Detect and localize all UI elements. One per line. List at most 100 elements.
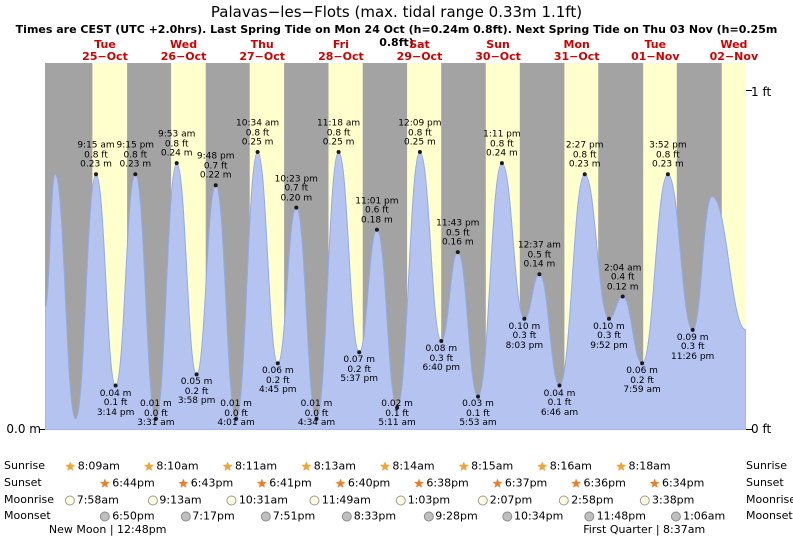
tide-high-marker: 3:52 pm 0.8 ft 0.23 m (649, 140, 687, 171)
moonset-icon (180, 511, 191, 521)
sunset-star-icon: ★ (256, 476, 268, 490)
day-weekday: Tue (644, 38, 667, 51)
marker-time: 9:15 pm (116, 140, 155, 151)
day-label: Wed 26−Oct (161, 39, 207, 62)
tide-extreme-dot (374, 227, 379, 232)
tide-extreme-dot (522, 316, 527, 321)
marker-ft: 0.8 ft (490, 139, 514, 150)
marker-m: 0.03 m (462, 399, 494, 409)
tide-high-marker: 11:18 am 0.8 ft 0.25 m (317, 119, 360, 149)
marker-m: 0.09 m (676, 332, 709, 343)
marker-m: 0.24 m (160, 148, 193, 159)
sunset-row-label-left: Sunset (4, 476, 42, 489)
marker-time: 10:34 am (236, 118, 280, 129)
sunrise-row-label-left: Sunrise (4, 459, 46, 472)
tide-low-marker: 0.01 m 0.0 ft 3:31 am (137, 399, 174, 429)
marker-ft: 0.2 ft (630, 375, 654, 386)
tide-extreme-dot (336, 150, 341, 154)
tide-high-marker: 2:27 pm 0.8 ft 0.23 m (566, 141, 604, 171)
sunset-star-icon: ★ (649, 476, 660, 490)
day-weekday: Sun (486, 38, 510, 51)
day-label: Fri 28−Oct (318, 39, 364, 62)
sunrise-star-icon: ★ (301, 459, 312, 473)
marker-ft: 0.1 ft (103, 398, 128, 408)
tide-extreme-dot (620, 294, 625, 299)
day-label: Wed 02−Nov (710, 39, 758, 62)
day-date: 02−Nov (709, 49, 759, 63)
moonrise-icon (147, 495, 158, 505)
tide-high-marker: 11:01 pm 0.6 ft 0.18 m (355, 197, 398, 226)
tide-extreme-dot (113, 383, 118, 388)
sunrise-entry: ★ 8:11am (222, 460, 277, 473)
marker-ft: 0.8 ft (326, 128, 351, 138)
marker-time: 4:01 am (217, 418, 255, 428)
tide-high-marker: 9:53 am 0.8 ft 0.24 m (158, 130, 195, 160)
marker-m: 0.23 m (652, 159, 684, 170)
sunset-entry: ★ 6:40pm (335, 477, 390, 490)
marker-time: 3:58 pm (177, 396, 216, 407)
event-time: 7:58am (76, 493, 119, 507)
event-time: 6:40pm (347, 476, 391, 490)
tide-high-marker: 1:11 pm 0.8 ft 0.24 m (483, 129, 521, 160)
sunset-entry: ★ 6:43pm (178, 477, 233, 490)
marker-time: 1:11 pm (483, 129, 521, 140)
tide-extreme-dot (357, 350, 362, 355)
marker-m: 0.08 m (425, 344, 458, 354)
event-time: 1:03pm (407, 493, 451, 507)
moonset-icon (584, 511, 595, 521)
sunrise-star-icon: ★ (143, 459, 155, 473)
event-time: 10:31am (238, 493, 288, 507)
tide-extreme-dot (174, 161, 179, 166)
y-axis-label-1ft: 1 ft (751, 85, 772, 99)
tide-extreme-dot (213, 183, 218, 188)
event-time: 8:09am (77, 459, 120, 473)
sunset-entry: ★ 6:38pm (414, 477, 469, 490)
tide-extreme-dot (607, 316, 611, 321)
marker-time: 3:52 pm (649, 140, 687, 151)
marker-ft: 0.5 ft (527, 250, 552, 261)
moonset-icon (423, 511, 434, 521)
sunset-star-icon: ★ (99, 476, 111, 490)
sunset-star-icon: ★ (413, 476, 425, 490)
tide-extreme-dot (234, 416, 239, 421)
marker-m: 0.04 m (99, 388, 132, 399)
event-time: 6:36pm (583, 476, 626, 490)
event-time: 9:13am (159, 493, 202, 507)
tide-extreme-dot (476, 394, 480, 399)
marker-ft: 0.1 ft (385, 408, 409, 419)
marker-m: 0.01 m (220, 399, 252, 409)
day-date: 01−Nov (631, 49, 680, 63)
moonrise-entry: 2:07pm (477, 493, 533, 507)
marker-time: 9:15 am (77, 140, 115, 151)
tide-low-marker: 0.06 m 0.2 ft 7:59 am (623, 367, 660, 396)
tide-high-marker: 9:15 pm 0.8 ft 0.23 m (116, 140, 155, 171)
sunrise-star-icon: ★ (458, 459, 470, 473)
tide-high-marker: 12:37 am 0.5 ft 0.14 m (518, 241, 561, 271)
marker-time: 6:46 am (540, 407, 579, 418)
marker-m: 0.20 m (280, 193, 313, 204)
page-title: Palavas−les−Flots (max. tidal range 0.33… (210, 3, 583, 21)
day-weekday: Wed (170, 38, 198, 51)
marker-m: 0.10 m (508, 321, 541, 332)
day-date: 31−Oct (553, 49, 600, 63)
day-date: 28−Oct (318, 49, 364, 63)
marker-time: 5:37 pm (340, 374, 378, 385)
sunset-row-label-right: Sunset (746, 476, 784, 489)
tide-extreme-dot (275, 361, 280, 366)
marker-m: 0.16 m (441, 237, 474, 248)
moonrise-icon (226, 495, 237, 505)
day-label: Tue 01−Nov (631, 39, 679, 62)
event-time: 11:48pm (596, 509, 646, 523)
event-time: 7:51pm (272, 509, 316, 523)
axis-tick (746, 429, 752, 430)
tide-extreme-dot (582, 172, 587, 177)
marker-m: 0.01 m (140, 399, 172, 409)
event-time: 2:07pm (489, 493, 533, 507)
marker-m: 0.10 m (593, 321, 625, 332)
tide-extreme-dot (94, 172, 98, 177)
sunrise-entry: ★ 8:15am (458, 460, 513, 473)
marker-time: 4:45 pm (259, 385, 297, 396)
tide-extreme-dot (557, 383, 562, 388)
marker-m: 0.05 m (180, 377, 213, 388)
marker-time: 12:09 pm (398, 118, 442, 129)
